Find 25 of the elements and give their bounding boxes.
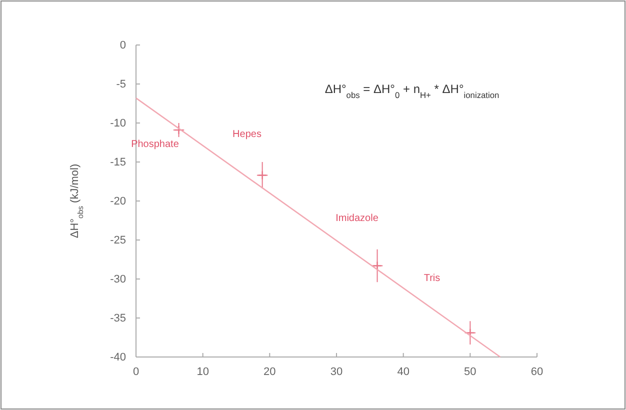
x-tick-label: 60 (530, 366, 544, 378)
y-tick-label: -20 (110, 196, 126, 208)
x-tick-label: 0 (132, 366, 140, 378)
y-tick-label: -30 (110, 274, 126, 286)
point (258, 170, 267, 180)
y-tick-label: -25 (110, 234, 126, 247)
annotation: Phosphate (131, 139, 180, 150)
x-tick-label: 40 (397, 366, 410, 378)
point (372, 261, 382, 270)
y-tick-label: -10 (110, 118, 126, 130)
x-tick-label: 10 (196, 366, 209, 378)
x-tick-label: 30 (330, 366, 343, 378)
point (466, 328, 475, 338)
y-tick-label: -5 (116, 78, 126, 91)
y-tick-label: -35 (110, 312, 126, 325)
annotation: Tris (424, 273, 440, 284)
x-tick-label: 50 (464, 366, 476, 378)
annotation: Imidazole (336, 213, 379, 224)
y-tick-label: -15 (110, 156, 126, 169)
y-tick-label: -40 (110, 352, 126, 364)
annotation: Hepes (232, 129, 262, 140)
y-tick-label: 0 (120, 40, 126, 52)
annotation: ΔH°$_{obs}$ = ΔH°$_{0}$ + n$_{H+}$ * ΔH°$_{ionization}$ (324, 82, 500, 100)
point (174, 125, 184, 135)
x-tick-label: 20 (264, 366, 276, 378)
